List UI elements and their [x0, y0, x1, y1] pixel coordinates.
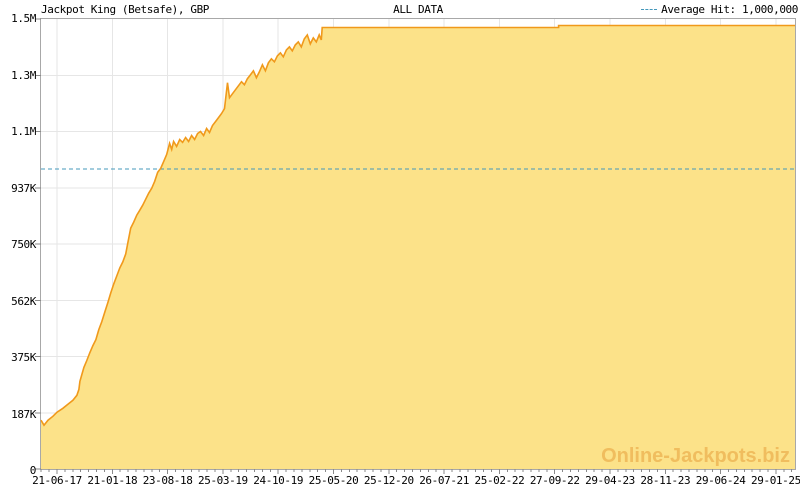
x-axis-label: 23-08-18 [142, 474, 193, 487]
chart-title: Jackpot King (Betsafe), GBP [41, 3, 210, 16]
y-axis-label: 375K [11, 351, 36, 364]
x-axis-label: 25-12-20 [363, 474, 414, 487]
x-axis-label: 24-10-19 [253, 474, 304, 487]
area-fill [41, 25, 795, 469]
watermark: Online-Jackpots.biz [601, 445, 790, 467]
x-axis-label: 29-04-23 [585, 474, 635, 487]
x-axis-label: 21-01-18 [87, 474, 138, 487]
y-axis-label: 937K [11, 181, 36, 195]
x-axis-label: 25-05-20 [308, 474, 359, 487]
y-axis-label: 0 [29, 464, 37, 477]
legend: Average Hit: 1,000,000 [641, 3, 798, 16]
x-axis-label: 25-02-22 [474, 474, 525, 487]
average-line-legend-icon [641, 9, 658, 10]
y-axis-label: 1.3M [11, 68, 36, 82]
y-axis-label: 1.1M [11, 125, 36, 138]
chart-canvas [35, 18, 795, 474]
x-axis-label: 27-09-22 [529, 474, 580, 487]
y-axis-label: 562K [11, 294, 36, 308]
legend-label: Average Hit: 1,000,000 [661, 3, 798, 16]
x-axis-label: 29-01-25 [751, 474, 800, 487]
x-axis-label: 29-06-24 [695, 474, 746, 487]
x-axis-label: 21-06-17 [32, 474, 82, 487]
chart-subtitle: ALL DATA [393, 3, 443, 16]
x-axis-label: 28-11-23 [640, 474, 691, 487]
x-axis-label: 26-07-21 [419, 474, 469, 487]
y-axis-label: 187K [11, 407, 36, 421]
y-axis-label: 750K [11, 238, 36, 251]
y-axis-label: 1.5M [11, 12, 36, 25]
x-axis-label: 25-03-19 [198, 474, 248, 487]
area-outline [40, 24, 795, 427]
plot-area: Online-Jackpots.biz [35, 18, 796, 474]
